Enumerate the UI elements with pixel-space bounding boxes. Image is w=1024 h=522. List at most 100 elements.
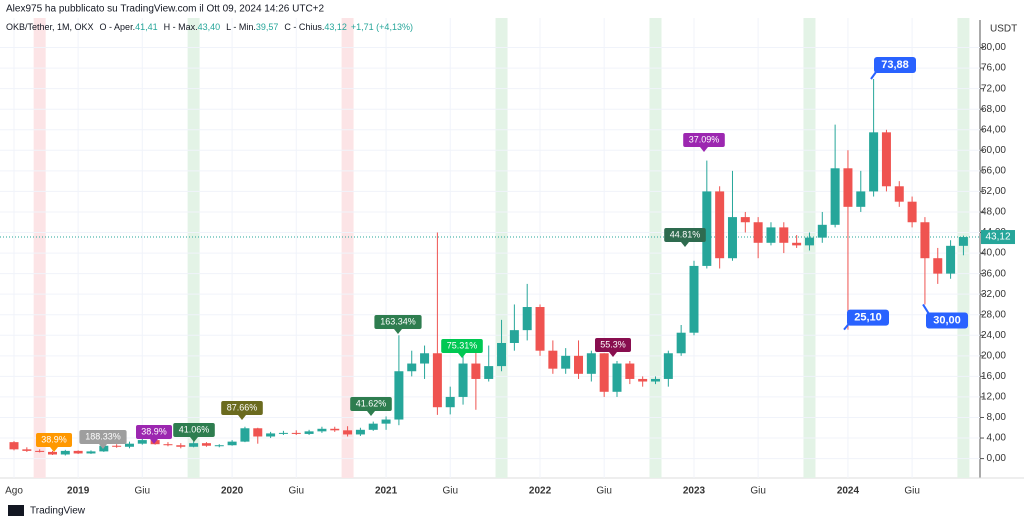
candle-body (201, 443, 211, 446)
x-tick-label: Giu (904, 486, 920, 497)
y-tick-label: 56,00 (981, 166, 1006, 177)
y-tick-label: 8,00 (987, 412, 1007, 423)
candle-body (407, 363, 417, 372)
period-band (649, 18, 662, 478)
candle-body (920, 222, 930, 259)
annotation-badge (350, 397, 392, 411)
annotation-text: 87.66% (227, 402, 258, 412)
candle-body (317, 428, 327, 432)
candle-body (612, 363, 622, 392)
candle-body (779, 227, 789, 243)
annotation-text: 55.3% (600, 339, 626, 349)
candle-body (86, 451, 96, 454)
candle-body (894, 186, 904, 202)
candle-body (484, 366, 494, 379)
x-tick-label: Giu (442, 486, 458, 497)
annotation-pointer (99, 444, 107, 449)
x-tick-label: 2019 (67, 486, 90, 497)
annotation-pointer (367, 411, 375, 416)
candle-body (869, 132, 879, 192)
ohlc-value: 43,40 (198, 22, 221, 32)
candle-body (740, 217, 750, 223)
price-label: 73,88 (881, 59, 909, 71)
candle-body (112, 445, 122, 447)
annotation-badge (441, 339, 483, 353)
y-unit: USDT (990, 24, 1017, 35)
candle-body (330, 428, 340, 431)
candle-body (522, 307, 532, 331)
candle-body (753, 222, 763, 243)
y-tick-label: 60,00 (981, 145, 1006, 156)
annotation-text: 41.62% (356, 398, 387, 408)
y-tick-label: 12,00 (981, 392, 1006, 403)
candle-body (907, 201, 917, 223)
annotation-badge (221, 401, 263, 415)
candle-body (355, 429, 365, 435)
candle-body (676, 332, 686, 354)
candle-body (715, 191, 725, 259)
annotation-pointer (150, 439, 158, 444)
annotation-pointer (458, 353, 466, 358)
annotation-text: 75.31% (447, 340, 478, 350)
y-tick-label: 4,00 (987, 433, 1007, 444)
annotation-pointer (238, 415, 246, 420)
annotation-badge (374, 315, 422, 329)
candle-body (958, 237, 968, 246)
y-tick-label: 28,00 (981, 309, 1006, 320)
candle-body (432, 353, 442, 408)
symbol: OKB/Tether, 1M, OKX (6, 22, 94, 32)
candle-body (766, 227, 776, 243)
period-band (341, 18, 354, 478)
y-tick-label: 64,00 (981, 124, 1006, 135)
candle-body (599, 353, 609, 392)
annotation-pointer (609, 352, 617, 357)
candle-body (253, 428, 263, 437)
candle-body (124, 443, 134, 447)
annotation-text: 38.9% (41, 434, 67, 444)
period-band (33, 18, 46, 478)
y-tick-label: 52,00 (981, 186, 1006, 197)
candle-body (830, 168, 840, 225)
candle-body (163, 444, 173, 446)
candle-body (471, 363, 481, 379)
candle-body (792, 242, 802, 246)
annotation-badge (36, 433, 72, 447)
y-tick-label: 16,00 (981, 371, 1006, 382)
candle-body (881, 132, 891, 187)
candle-body (702, 191, 712, 266)
y-tick-label: 80,00 (981, 42, 1006, 53)
ohlc-value: 41,41 (135, 22, 158, 32)
candle-body (445, 396, 455, 408)
candle-body (535, 307, 545, 351)
candle-body (509, 330, 519, 343)
candle-body (137, 440, 147, 444)
candle-body (291, 432, 301, 434)
y-tick-label: 68,00 (981, 104, 1006, 115)
ohlc-legend: OKB/Tether, 1M, OKX O - Aper.41,41 H - Max… (6, 22, 413, 32)
header: Alex975 ha pubblicato su TradingView.com… (6, 4, 325, 15)
last-price-tag (981, 230, 1015, 245)
annotation-badge (79, 430, 127, 444)
annotation-badge (683, 133, 725, 147)
x-tick-label: Giu (596, 486, 612, 497)
candle-body (946, 245, 956, 274)
annotation-badge (173, 423, 215, 437)
x-tick-label: Giu (135, 486, 151, 497)
candle-body (176, 445, 186, 447)
candle-body (804, 237, 814, 246)
price-label-box (926, 312, 968, 329)
footer: TradingView (30, 506, 86, 517)
y-tick-label: 32,00 (981, 289, 1006, 300)
candle-body (343, 430, 353, 435)
ohlc-key: L - Min. (226, 22, 256, 32)
y-tick-label: 40,00 (981, 248, 1006, 259)
annotation-pointer (190, 437, 198, 442)
x-tick-label: Giu (750, 486, 766, 497)
candle-body (574, 355, 584, 374)
y-tick-label: 72,00 (981, 83, 1006, 94)
candle-body (586, 353, 596, 374)
annotation-badge (595, 338, 631, 352)
ohlc-key: H - Max. (164, 22, 198, 32)
ohlc-key: C - Chius. (284, 22, 324, 32)
ohlc-value: 43,12 (324, 22, 347, 32)
